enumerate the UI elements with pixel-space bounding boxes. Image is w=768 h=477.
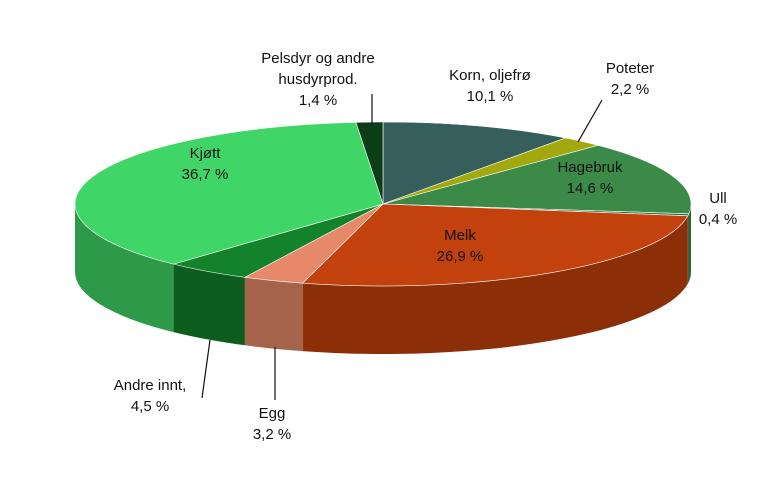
slice-value-label-ull: 0,4 %	[699, 211, 737, 228]
slice-side-kj-tt	[74, 204, 174, 333]
slice-value-label-pelsdyr-og-andre-husdyrprod: 1,4 %	[299, 92, 337, 109]
slice-name-label-pelsdyr-og-andre-husdyrprod: husdyrprod.	[278, 71, 357, 88]
slice-name-label-korn-oljefr: Korn, oljefrø	[449, 67, 531, 84]
pie-tops	[74, 121, 692, 287]
slice-side-ull	[687, 213, 689, 284]
slice-kj-tt	[74, 122, 384, 265]
pie-sides	[74, 204, 691, 354]
slice-side-andre-innt	[173, 264, 245, 346]
slice-name-label-hagebruk: Hagebruk	[557, 159, 623, 176]
slice-value-label-hagebruk: 14,6 %	[567, 180, 614, 197]
slice-name-label-ull: Ull	[709, 190, 727, 207]
slice-pelsdyr-og-andre-husdyrprod	[355, 121, 384, 205]
leader-line-poteter	[577, 99, 603, 143]
slice-value-label-kj-tt: 36,7 %	[182, 166, 229, 183]
slice-name-label-melk: Melk	[444, 227, 476, 244]
slice-side-melk	[302, 215, 688, 354]
slice-value-label-melk: 26,9 %	[437, 248, 484, 265]
slice-name-label-andre-innt: Andre innt,	[114, 377, 187, 394]
leader-line-andre-innt	[201, 339, 211, 399]
slice-name-label-poteter: Poteter	[606, 60, 654, 77]
slice-side-hagebruk	[688, 204, 691, 282]
slice-side-egg	[244, 277, 303, 352]
slice-name-label-pelsdyr-og-andre-husdyrprod: Pelsdyr og andre	[261, 50, 374, 67]
slice-name-label-egg: Egg	[259, 405, 286, 422]
slice-value-label-poteter: 2,2 %	[611, 81, 649, 98]
slice-labels: Korn, oljefrø 10,1 % Poteter 2,2 % Hagebruk 1…	[114, 50, 737, 443]
slice-melk	[301, 203, 689, 287]
slice-korn-oljefr	[382, 121, 567, 205]
slice-name-label-kj-tt: Kjøtt	[190, 145, 222, 162]
slice-value-label-egg: 3,2 %	[253, 426, 291, 443]
leader-lines	[201, 94, 603, 400]
slice-value-label-korn-oljefr: 10,1 %	[467, 88, 514, 105]
slice-hagebruk	[382, 144, 692, 215]
slice-value-label-andre-innt: 4,5 %	[131, 398, 169, 415]
